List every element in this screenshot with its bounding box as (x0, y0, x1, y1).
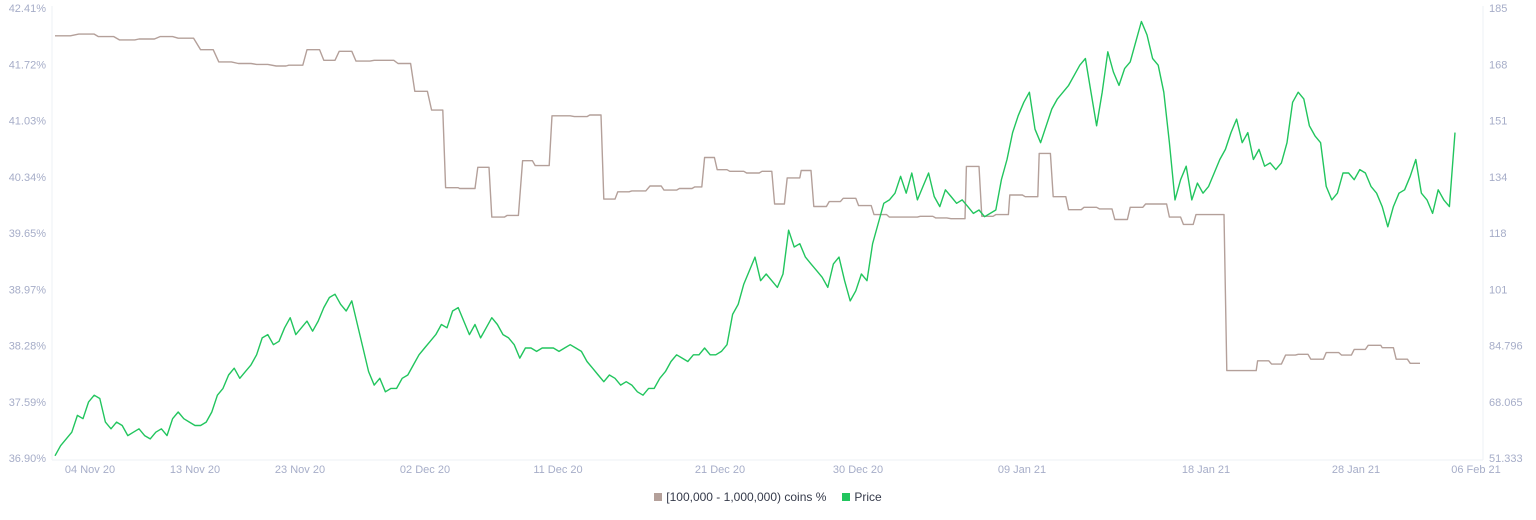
right-axis-tick-label: 68.065 (1489, 397, 1523, 409)
right-axis-tick-label: 101 (1489, 284, 1507, 296)
legend-swatch-price-icon (842, 493, 851, 501)
x-axis-tick-label: 28 Jan 21 (1332, 464, 1380, 476)
x-axis-tick-label: 06 Feb 21 (1451, 464, 1501, 476)
chart-legend: [100,000 - 1,000,000) coins % Price (0, 490, 1536, 504)
left-axis-tick-label: 38.97% (9, 284, 47, 296)
x-axis-tick-label: 21 Dec 20 (695, 464, 745, 476)
left-y-axis: 42.41% 41.72% 41.03% 40.34% 39.65% 38.97% 38.2… (9, 3, 47, 465)
series-layer (54, 20, 1456, 457)
x-axis-tick-label: 30 Dec 20 (833, 464, 883, 476)
legend-item-holders[interactable]: [100,000 - 1,000,000) coins % (654, 490, 826, 504)
left-axis-tick-label: 41.72% (9, 59, 47, 71)
left-axis-tick-label: 37.59% (9, 397, 47, 409)
left-axis-tick-label: 39.65% (9, 228, 47, 240)
legend-label-holders: [100,000 - 1,000,000) coins % (666, 490, 827, 504)
right-axis-tick-label: 151 (1489, 116, 1507, 128)
right-y-axis: 185 168 151 134 118 101 84.796 68.065 51.333 (1489, 3, 1523, 465)
legend-item-price[interactable]: Price (842, 490, 882, 504)
legend-label-price: Price (854, 490, 882, 504)
x-axis-tick-label: 18 Jan 21 (1182, 464, 1230, 476)
right-axis-tick-label: 84.796 (1489, 341, 1523, 353)
right-axis-tick-label: 168 (1489, 59, 1507, 71)
left-axis-tick-label: 40.34% (9, 172, 47, 184)
left-axis-tick-label: 42.41% (9, 3, 47, 15)
left-axis-tick-label: 41.03% (9, 116, 47, 128)
right-axis-tick-label: 134 (1489, 172, 1507, 184)
x-axis-tick-label: 04 Nov 20 (65, 464, 115, 476)
right-axis-tick-label: 185 (1489, 3, 1507, 15)
right-axis-tick-label: 118 (1489, 228, 1507, 240)
x-axis: 04 Nov 20 13 Nov 20 23 Nov 20 02 Dec 20 11 D… (65, 464, 1501, 476)
left-axis-tick-label: 38.28% (9, 341, 47, 353)
right-axis-tick-label: 51.333 (1489, 453, 1523, 465)
x-axis-tick-label: 02 Dec 20 (400, 464, 450, 476)
left-axis-tick-label: 36.90% (9, 453, 47, 465)
legend-swatch-holders-icon (654, 493, 663, 501)
x-axis-tick-label: 13 Nov 20 (170, 464, 220, 476)
x-axis-tick-label: 11 Dec 20 (533, 464, 582, 476)
x-axis-tick-label: 09 Jan 21 (998, 464, 1046, 476)
holders-percentage-line (55, 33, 1420, 372)
x-axis-tick-label: 23 Nov 20 (275, 464, 325, 476)
price-line (54, 20, 1456, 457)
